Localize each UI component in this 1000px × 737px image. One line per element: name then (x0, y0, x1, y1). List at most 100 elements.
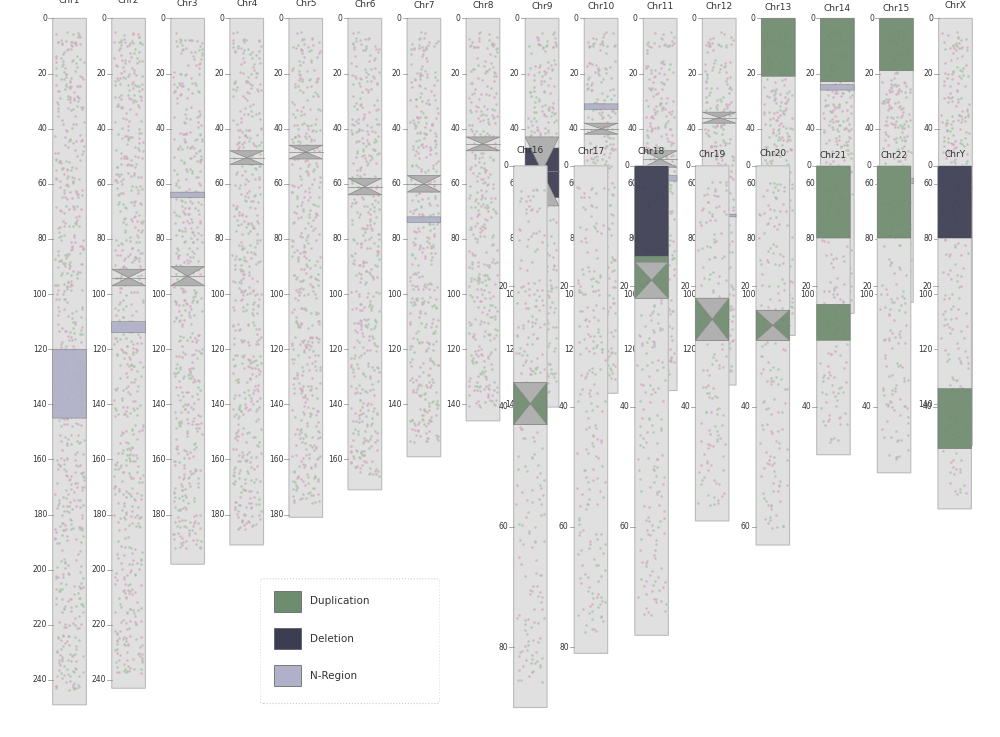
Text: 40: 40 (333, 124, 342, 133)
Text: 20: 20 (274, 69, 283, 78)
Text: 0: 0 (101, 14, 106, 23)
Polygon shape (289, 145, 323, 152)
Text: 0: 0 (456, 14, 461, 23)
Polygon shape (702, 112, 736, 118)
Text: 140: 140 (210, 399, 224, 409)
Text: 140: 140 (446, 399, 461, 409)
FancyBboxPatch shape (466, 18, 500, 421)
Text: 40: 40 (498, 402, 508, 411)
Text: 80: 80 (687, 234, 697, 243)
FancyBboxPatch shape (171, 18, 204, 565)
FancyBboxPatch shape (938, 166, 971, 238)
Bar (274, 591, 301, 612)
FancyBboxPatch shape (880, 18, 913, 302)
Text: 120: 120 (564, 345, 579, 354)
Polygon shape (514, 383, 547, 404)
Text: 160: 160 (151, 455, 165, 464)
Text: 40: 40 (923, 124, 933, 133)
Text: Chr3: Chr3 (177, 0, 198, 7)
Text: Chr19: Chr19 (699, 150, 726, 158)
FancyBboxPatch shape (938, 388, 971, 449)
Text: 40: 40 (559, 402, 569, 411)
Text: 200: 200 (92, 565, 106, 574)
Text: 140: 140 (387, 399, 401, 409)
Text: 20: 20 (620, 282, 629, 290)
Text: 20: 20 (680, 282, 690, 290)
Text: 80: 80 (156, 234, 165, 243)
Polygon shape (756, 325, 790, 340)
Text: 20: 20 (392, 69, 401, 78)
Text: 20: 20 (741, 282, 751, 290)
Text: 40: 40 (805, 124, 815, 133)
FancyBboxPatch shape (53, 18, 86, 705)
FancyBboxPatch shape (817, 166, 850, 455)
Text: 60: 60 (620, 523, 629, 531)
Text: 20: 20 (156, 69, 165, 78)
FancyBboxPatch shape (702, 18, 736, 385)
Text: 100: 100 (210, 290, 224, 298)
Polygon shape (635, 280, 668, 298)
Text: 40: 40 (680, 402, 690, 411)
Text: 80: 80 (274, 234, 283, 243)
Polygon shape (348, 178, 382, 186)
Text: 100: 100 (800, 290, 815, 298)
Text: 40: 40 (451, 124, 461, 133)
Text: Chr4: Chr4 (236, 0, 257, 8)
Polygon shape (230, 158, 264, 164)
FancyBboxPatch shape (643, 18, 677, 391)
Text: 120: 120 (505, 345, 520, 354)
Text: 100: 100 (33, 290, 47, 298)
FancyBboxPatch shape (525, 18, 559, 407)
Text: 140: 140 (269, 399, 283, 409)
Text: 0: 0 (867, 161, 872, 170)
Text: 100: 100 (682, 290, 697, 298)
Text: 60: 60 (864, 179, 874, 189)
Text: 120: 120 (919, 345, 933, 354)
Text: 20: 20 (923, 282, 932, 290)
Polygon shape (407, 175, 441, 184)
Text: 140: 140 (505, 399, 520, 409)
Text: 60: 60 (687, 179, 697, 189)
Text: Chr12: Chr12 (706, 2, 733, 11)
FancyBboxPatch shape (756, 310, 790, 340)
Text: 100: 100 (623, 290, 638, 298)
Text: Chr5: Chr5 (295, 0, 317, 8)
Text: 140: 140 (33, 399, 47, 409)
Text: 100: 100 (564, 290, 579, 298)
Text: 0: 0 (624, 161, 629, 170)
Text: 100: 100 (505, 290, 520, 298)
Text: Chr8: Chr8 (472, 1, 494, 10)
Text: Chr16: Chr16 (517, 146, 544, 155)
FancyBboxPatch shape (635, 166, 668, 256)
Text: 40: 40 (37, 124, 47, 133)
Text: 40: 40 (862, 402, 872, 411)
Text: 180: 180 (269, 510, 283, 519)
FancyBboxPatch shape (939, 18, 972, 446)
Polygon shape (643, 159, 677, 167)
Text: 40: 40 (628, 124, 638, 133)
Polygon shape (939, 181, 972, 188)
FancyBboxPatch shape (260, 579, 440, 704)
Text: 20: 20 (451, 69, 461, 78)
Text: Chr13: Chr13 (765, 3, 792, 12)
Text: 0: 0 (633, 14, 638, 23)
Text: 20: 20 (746, 69, 756, 78)
Polygon shape (348, 186, 382, 195)
Text: 20: 20 (559, 282, 569, 290)
Text: 0: 0 (746, 161, 751, 170)
Text: 160: 160 (92, 455, 106, 464)
Text: 100: 100 (859, 290, 874, 298)
FancyBboxPatch shape (635, 166, 668, 635)
Text: 60: 60 (510, 179, 520, 189)
FancyBboxPatch shape (635, 256, 668, 298)
Polygon shape (230, 151, 264, 158)
Text: 60: 60 (559, 523, 569, 531)
Text: Chr22: Chr22 (881, 150, 908, 160)
Text: 120: 120 (210, 345, 224, 354)
Text: 60: 60 (569, 179, 579, 189)
FancyBboxPatch shape (574, 166, 608, 653)
Text: Chr11: Chr11 (647, 2, 674, 11)
Text: Deletion: Deletion (310, 634, 354, 643)
FancyBboxPatch shape (53, 349, 86, 418)
Text: Chr6: Chr6 (354, 0, 376, 9)
